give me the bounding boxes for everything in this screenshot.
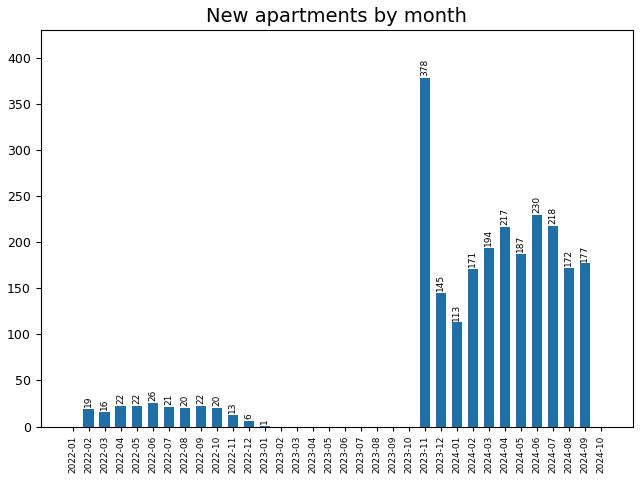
Bar (532, 215, 542, 427)
Text: 22: 22 (132, 393, 141, 405)
Text: 145: 145 (436, 274, 445, 291)
Bar (516, 254, 526, 427)
Text: 21: 21 (164, 394, 173, 405)
Bar (420, 78, 430, 427)
Text: 20: 20 (180, 395, 189, 406)
Text: 187: 187 (516, 235, 525, 252)
Text: 113: 113 (452, 303, 461, 321)
Bar (212, 408, 222, 427)
Text: 218: 218 (548, 207, 557, 224)
Bar (163, 407, 174, 427)
Bar (147, 403, 158, 427)
Bar (468, 269, 478, 427)
Text: 378: 378 (420, 59, 429, 76)
Bar (580, 264, 590, 427)
Bar (500, 227, 510, 427)
Text: 172: 172 (564, 249, 573, 266)
Title: New apartments by month: New apartments by month (206, 7, 467, 26)
Text: 26: 26 (148, 389, 157, 401)
Bar (244, 421, 254, 427)
Text: 194: 194 (484, 229, 493, 246)
Bar (99, 412, 110, 427)
Bar (83, 409, 94, 427)
Text: 22: 22 (116, 393, 125, 405)
Bar (548, 226, 558, 427)
Text: 171: 171 (468, 250, 477, 267)
Bar (131, 406, 142, 427)
Text: 22: 22 (196, 393, 205, 405)
Text: 217: 217 (500, 207, 509, 225)
Text: 230: 230 (532, 196, 541, 213)
Bar (484, 248, 494, 427)
Bar (436, 293, 446, 427)
Bar (260, 426, 270, 427)
Bar (196, 406, 206, 427)
Text: 6: 6 (244, 413, 253, 419)
Text: 16: 16 (100, 398, 109, 410)
Bar (115, 406, 126, 427)
Text: 20: 20 (212, 395, 221, 406)
Bar (452, 323, 462, 427)
Text: 19: 19 (84, 396, 93, 407)
Bar (228, 415, 238, 427)
Bar (180, 408, 190, 427)
Bar (564, 268, 574, 427)
Text: 177: 177 (580, 244, 589, 262)
Text: 13: 13 (228, 401, 237, 413)
Text: 1: 1 (260, 418, 269, 424)
